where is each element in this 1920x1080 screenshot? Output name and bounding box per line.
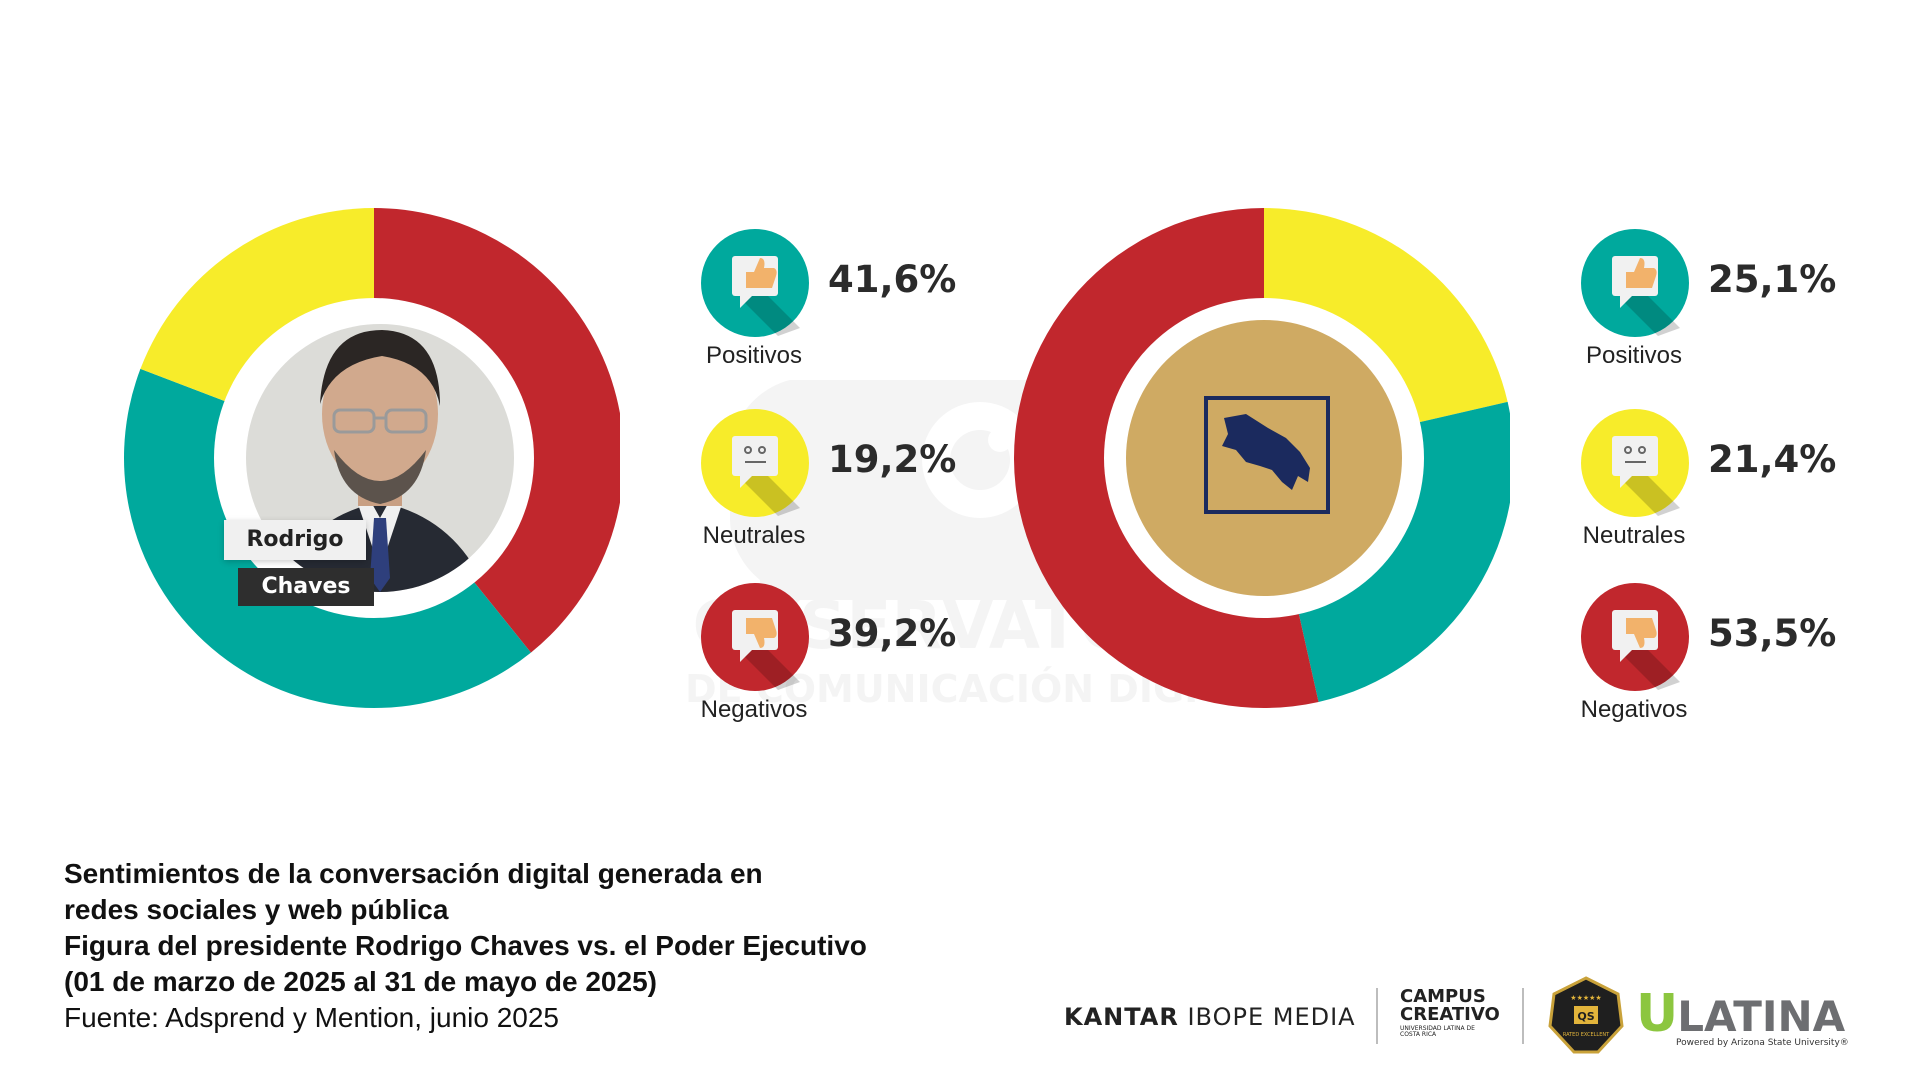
name-tag-last: Chaves [238, 568, 374, 606]
ulatina-u: U [1636, 984, 1678, 1044]
thumbs-down-icon [1581, 583, 1689, 691]
legend-label-neutrales: Neutrales [702, 522, 806, 549]
data-label-positivos: 25,1% [1708, 258, 1837, 301]
legend-label-positivos: Positivos [1585, 342, 1683, 369]
ulatina-powered: Powered by Arizona State University® [1676, 1038, 1849, 1048]
qs-badge-sub: RATED EXCELLENT [1563, 1032, 1610, 1038]
logo-divider [1376, 988, 1378, 1044]
thumbs-up-icon [701, 229, 809, 337]
costa-rica-map-icon [1222, 414, 1310, 490]
neutral-face-icon [701, 409, 809, 517]
legend-label-neutrales: Neutrales [1582, 522, 1686, 549]
legend-label-negativos: Negativos [1580, 696, 1688, 723]
campus-line2: CREATIVO [1400, 1004, 1500, 1025]
ulatina-logo: ULATINA Powered by Arizona State Univers… [1636, 984, 1849, 1048]
caption-date-range: (01 de marzo de 2025 al 31 de mayo de 20… [64, 966, 657, 997]
data-label-neutrales: 19,2% [828, 438, 957, 481]
legend-icon-negativos [1580, 582, 1690, 692]
caption-title-line2: redes sociales y web pública [64, 894, 449, 925]
donut-chart-poder-ejecutivo [1014, 208, 1510, 708]
kantar-logo-rest: IBOPE MEDIA [1187, 1003, 1356, 1031]
qs-badge-text: QS [1577, 1010, 1594, 1023]
caption-title-line3: Figura del presidente Rodrigo Chaves vs.… [64, 930, 867, 961]
qs-badge-stars-icon: ★★★★★ [1570, 994, 1601, 1002]
legend-icon-negativos [700, 582, 810, 692]
legend-icon-neutrales [1580, 408, 1690, 518]
data-label-negativos: 39,2% [828, 612, 957, 655]
kantar-logo-bold: KANTAR [1064, 1003, 1179, 1031]
legend-label-negativos: Negativos [700, 696, 808, 723]
legend-label-positivos: Positivos [705, 342, 803, 369]
caption-source: Fuente: Adsprend y Mention, junio 2025 [64, 1002, 560, 1033]
campus-line1: CAMPUS [1400, 986, 1486, 1007]
name-tag-first: Rodrigo [224, 520, 366, 560]
data-label-positivos: 41,6% [828, 258, 957, 301]
data-label-negativos: 53,5% [1708, 612, 1837, 655]
donut-chart-chaves [123, 208, 620, 709]
data-label-neutrales: 21,4% [1708, 438, 1837, 481]
figure-caption: Sentimientos de la conversación digital … [64, 856, 964, 1036]
qs-rating-badge: QS RATED EXCELLENT ★★★★★ [1548, 976, 1624, 1054]
legend-icon-positivos [1580, 228, 1690, 338]
legend-icon-neutrales [700, 408, 810, 518]
ulatina-rest: LATINA [1677, 992, 1846, 1041]
logo-divider [1522, 988, 1524, 1044]
campus-sub: UNIVERSIDAD LATINA DE COSTA RICA [1400, 1025, 1475, 1038]
thumbs-up-icon [1581, 229, 1689, 337]
kantar-ibope-logo: KANTAR IBOPE MEDIA [1064, 1003, 1356, 1031]
thumbs-down-icon [701, 583, 809, 691]
seal-frame [1204, 396, 1330, 514]
neutral-face-icon [1581, 409, 1689, 517]
legend-icon-positivos [700, 228, 810, 338]
caption-title-line1: Sentimientos de la conversación digital … [64, 858, 763, 889]
campus-creativo-logo: CAMPUS CREATIVO UNIVERSIDAD LATINA DE CO… [1400, 988, 1500, 1038]
